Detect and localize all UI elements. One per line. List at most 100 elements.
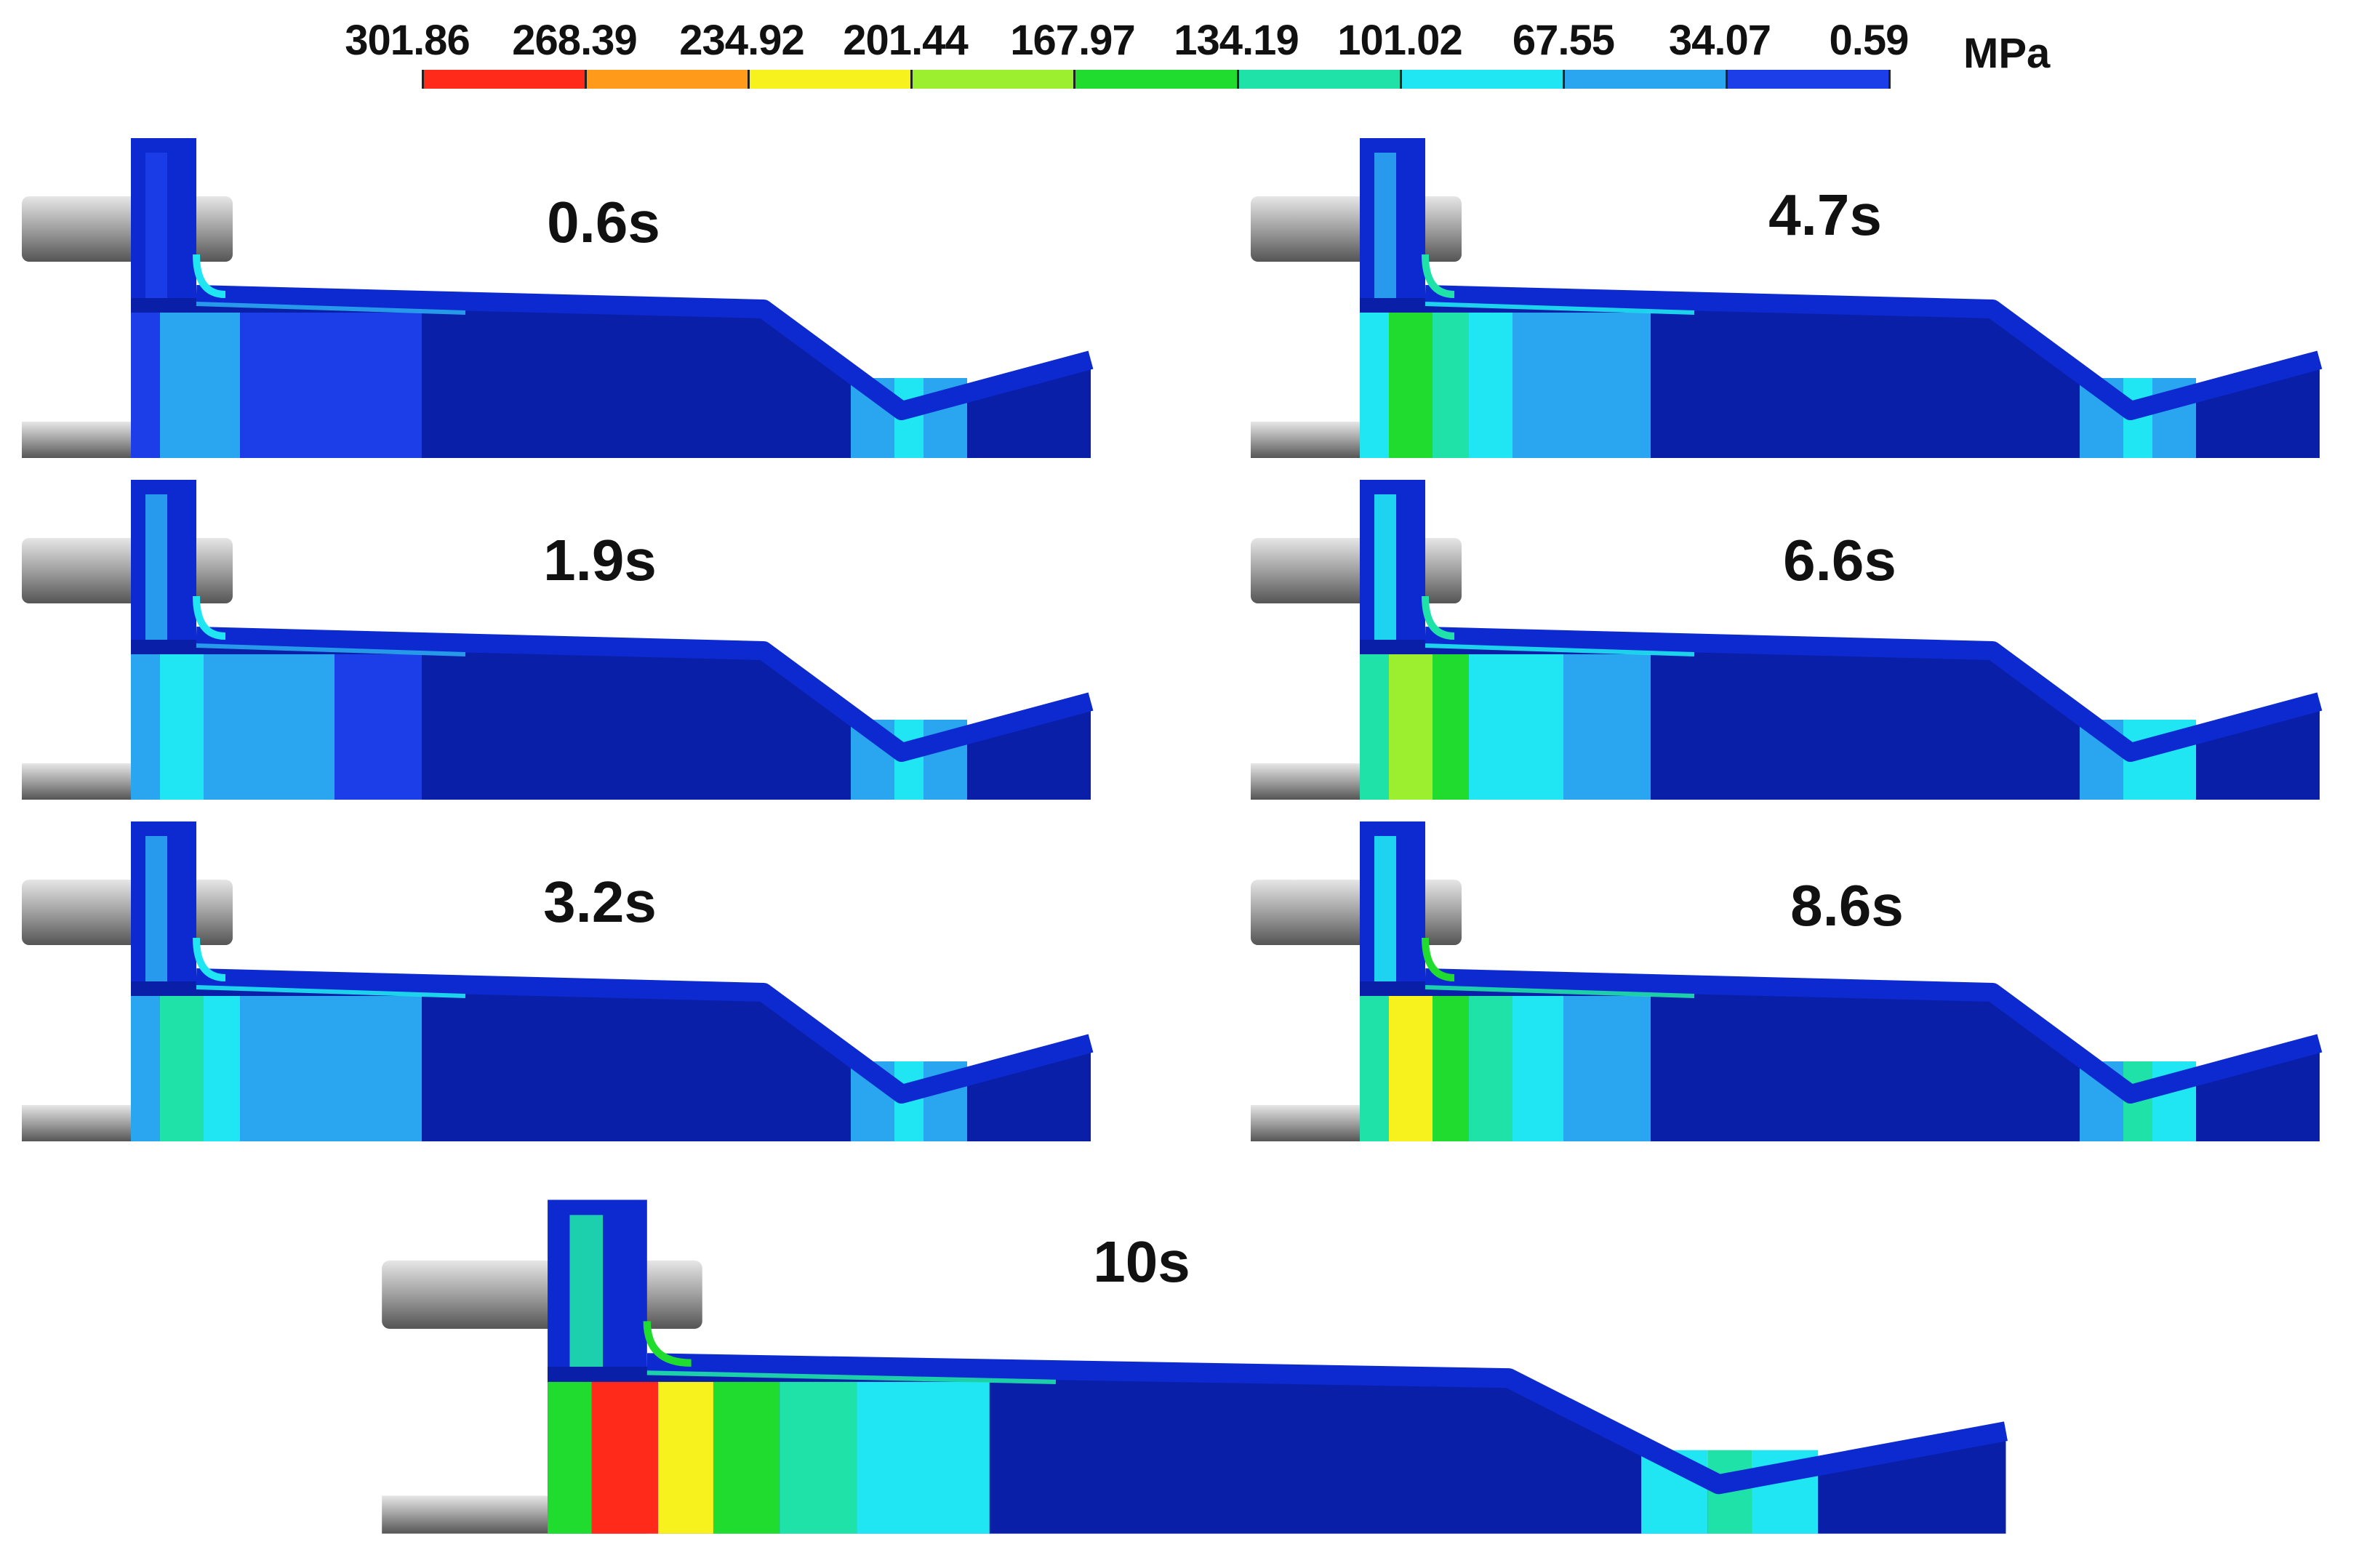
stress-band-3 bbox=[1469, 654, 1512, 800]
time-label: 0.6s bbox=[547, 190, 660, 254]
legend-swatch-1 bbox=[587, 70, 750, 89]
upper-pin bbox=[1251, 196, 1462, 262]
legend-color-bar bbox=[422, 70, 1891, 89]
stress-band-4 bbox=[1512, 313, 1563, 458]
fillet-accent bbox=[193, 595, 226, 640]
stress-band-5 bbox=[857, 1381, 990, 1534]
stress-band-0 bbox=[1360, 996, 1389, 1141]
legend-value-9: 0.59 bbox=[1829, 17, 1910, 64]
stress-band-4 bbox=[284, 996, 334, 1141]
stress-band-0 bbox=[548, 1381, 592, 1534]
time-label: 3.2s bbox=[543, 869, 657, 934]
stress-band-0 bbox=[131, 313, 160, 458]
stress-panel-0-6s: 0.6s bbox=[15, 131, 1149, 465]
stress-band-1 bbox=[160, 313, 204, 458]
stress-band-3 bbox=[240, 313, 284, 458]
stress-panel-8-6s: 8.6s bbox=[1243, 814, 2378, 1149]
stress-band-1 bbox=[160, 996, 204, 1141]
legend-swatch-7 bbox=[1564, 70, 1728, 89]
legend-unit: MPa bbox=[1963, 30, 2051, 77]
stress-band-5 bbox=[1563, 654, 1651, 800]
stress-band-0 bbox=[1360, 313, 1389, 458]
stress-band-5 bbox=[334, 996, 422, 1141]
skin-stress-line bbox=[1425, 643, 1695, 656]
legend-swatch-0 bbox=[424, 70, 588, 89]
stress-band-2 bbox=[1433, 313, 1469, 458]
stress-panel-3-2s: 3.2s bbox=[15, 814, 1149, 1149]
stress-panel-1-9s: 1.9s bbox=[15, 473, 1149, 807]
stress-band-4 bbox=[780, 1381, 857, 1534]
stress-band-5 bbox=[334, 654, 422, 800]
stress-band-1 bbox=[591, 1381, 658, 1534]
stress-field-svg bbox=[22, 480, 1094, 800]
top-skin bbox=[646, 1353, 2008, 1495]
lower-pin bbox=[1251, 422, 1360, 458]
legend-swatch-4 bbox=[1075, 70, 1239, 89]
lower-pin bbox=[1251, 1105, 1360, 1141]
time-label: 6.6s bbox=[1783, 528, 1896, 592]
stress-band-5 bbox=[1563, 996, 1651, 1141]
legend-value-3: 201.44 bbox=[843, 17, 968, 64]
legend-swatch-8 bbox=[1727, 70, 1888, 89]
top-skin bbox=[1425, 285, 2323, 420]
legend-swatch-5 bbox=[1238, 70, 1402, 89]
stress-field-svg bbox=[1251, 821, 2323, 1141]
stress-panel-10s: 10s bbox=[371, 1192, 2094, 1541]
stress-band-0 bbox=[131, 654, 160, 800]
upper-pin bbox=[22, 196, 233, 262]
stress-band-5 bbox=[1563, 313, 1651, 458]
stress-band-0 bbox=[1360, 654, 1389, 800]
stress-band-1 bbox=[160, 654, 204, 800]
stress-field-svg bbox=[1251, 480, 2323, 800]
stress-field-svg bbox=[22, 821, 1094, 1141]
legend-value-7: 67.55 bbox=[1512, 17, 1615, 64]
stress-band-1 bbox=[1389, 313, 1433, 458]
fillet-accent bbox=[193, 254, 226, 298]
lower-pin bbox=[22, 1105, 131, 1141]
stress-band-2 bbox=[1433, 996, 1469, 1141]
top-skin bbox=[1425, 627, 2323, 762]
skin-stress-line bbox=[196, 302, 466, 315]
top-skin bbox=[196, 968, 1094, 1104]
lower-pin bbox=[22, 763, 131, 800]
legend-value-5: 134.19 bbox=[1174, 17, 1299, 64]
upper-pin bbox=[22, 880, 233, 945]
stress-panel-4-7s: 4.7s bbox=[1243, 131, 2378, 465]
legend-value-8: 34.07 bbox=[1668, 17, 1771, 64]
fillet-accent bbox=[193, 937, 226, 981]
stress-band-4 bbox=[1512, 996, 1563, 1141]
color-scale-legend: 301.86 268.39 234.92 201.44 167.97 134.1… bbox=[0, 0, 2380, 102]
stress-band-1 bbox=[1389, 654, 1433, 800]
stress-band-2 bbox=[658, 1381, 713, 1534]
time-label: 8.6s bbox=[1790, 873, 1904, 938]
stress-band-2 bbox=[204, 313, 240, 458]
top-skin bbox=[196, 285, 1094, 420]
lower-pin bbox=[382, 1495, 548, 1534]
upper-pin bbox=[1251, 538, 1462, 603]
skin-stress-line bbox=[196, 643, 466, 656]
legend-value-0: 301.86 bbox=[345, 17, 470, 64]
upper-pin bbox=[22, 538, 233, 603]
stress-band-2 bbox=[204, 996, 240, 1141]
fillet-accent bbox=[1422, 254, 1455, 298]
top-skin bbox=[1425, 968, 2323, 1104]
stress-band-3 bbox=[240, 996, 284, 1141]
time-label: 10s bbox=[1093, 1229, 1190, 1294]
time-label: 1.9s bbox=[543, 528, 657, 592]
upper-pin bbox=[382, 1260, 702, 1329]
stress-band-0 bbox=[131, 996, 160, 1141]
skin-stress-line bbox=[1425, 985, 1695, 998]
time-label: 4.7s bbox=[1768, 182, 1882, 247]
stress-band-4 bbox=[1512, 654, 1563, 800]
stress-field-svg bbox=[382, 1200, 2008, 1534]
stress-band-2 bbox=[1433, 654, 1469, 800]
legend-swatch-3 bbox=[913, 70, 1076, 89]
stress-panel-6-6s: 6.6s bbox=[1243, 473, 2378, 807]
legend-swatch-6 bbox=[1401, 70, 1565, 89]
lower-pin bbox=[1251, 763, 1360, 800]
legend-value-2: 234.92 bbox=[679, 17, 804, 64]
stress-band-3 bbox=[1469, 996, 1512, 1141]
stress-band-5 bbox=[334, 313, 422, 458]
upper-pin bbox=[1251, 880, 1462, 945]
skin-stress-line bbox=[196, 985, 466, 998]
